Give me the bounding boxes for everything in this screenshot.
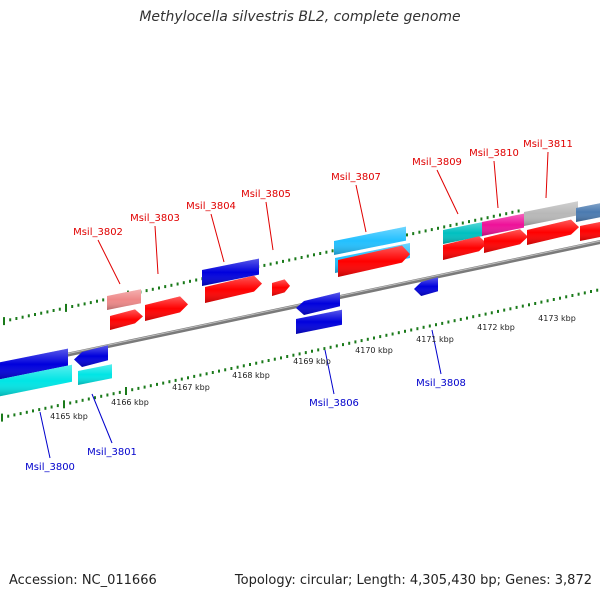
kbp-scale-label: 4173 kbp	[538, 314, 576, 323]
gene-label-msil_3806: Msil_3806	[309, 398, 359, 409]
gene-feature-shade	[205, 275, 262, 303]
gene-feature-shade	[414, 277, 438, 296]
gene-feature-shade	[296, 309, 342, 334]
gene-feature-shade	[107, 289, 141, 310]
gene-feature-shade	[443, 222, 483, 244]
gene-feature-shade	[202, 258, 259, 286]
gene-feature-shade	[484, 229, 528, 253]
genome-title: Methylocella silvestris BL2, complete ge…	[139, 9, 461, 25]
gene-label-msil_3801: Msil_3801	[87, 447, 137, 458]
gene-label-msil_3805: Msil_3805	[241, 189, 291, 200]
label-leader-line	[436, 169, 459, 215]
gene-feature-shade	[78, 364, 112, 385]
gene-label-msil_3804: Msil_3804	[186, 201, 236, 212]
gene-feature-shade	[443, 236, 487, 260]
label-leader-line	[91, 393, 113, 444]
gene-features	[0, 201, 600, 397]
gene-label-msil_3809: Msil_3809	[412, 157, 462, 168]
label-leaders	[39, 151, 549, 459]
gene-feature-shade	[524, 201, 578, 226]
genome-stats-text: Topology: circular; Length: 4,305,430 bp…	[234, 573, 592, 588]
kbp-scale-label: 4172 kbp	[477, 323, 515, 332]
label-leader-line	[210, 213, 225, 263]
gene-label-msil_3811: Msil_3811	[523, 139, 573, 150]
label-leader-line	[545, 151, 549, 199]
kbp-scale-label: 4165 kbp	[50, 412, 88, 421]
gene-labels: Msil_3800 Msil_3801 Msil_3802 Msil_3803 Msil…	[25, 139, 573, 473]
label-leader-line	[324, 349, 335, 395]
gene-feature-shade	[145, 296, 188, 321]
kbp-scale-label: 4166 kbp	[111, 398, 149, 407]
gene-label-msil_3808: Msil_3808	[416, 378, 466, 389]
label-leader-line	[154, 225, 159, 275]
gene-feature-shade	[0, 364, 72, 397]
kbp-scale-label: 4170 kbp	[355, 346, 393, 355]
kbp-scale-label: 4169 kbp	[293, 357, 331, 366]
gene-feature-shade	[110, 309, 143, 330]
gene-feature-shade	[0, 348, 68, 380]
gene-label-msil_3800: Msil_3800	[25, 462, 75, 473]
kbp-scale-labels: 4165 kbp 4166 kbp 4167 kbp 4168 kbp 4169 kbp…	[50, 314, 576, 421]
gene-feature-shade	[338, 245, 410, 277]
gene-label-msil_3810: Msil_3810	[469, 148, 519, 159]
label-leader-line	[265, 201, 274, 251]
label-leader-line	[493, 160, 499, 209]
gene-label-msil_3802: Msil_3802	[73, 227, 123, 238]
gene-feature-shade	[296, 292, 340, 315]
gene-label-msil_3803: Msil_3803	[130, 213, 180, 224]
gene-label-msil_3807: Msil_3807	[331, 172, 381, 183]
kbp-scale-label: 4168 kbp	[232, 371, 270, 380]
gene-feature-shade	[482, 213, 524, 236]
lower-dotted-scale	[1, 288, 599, 422]
gene-feature-shade	[527, 219, 579, 245]
gene-feature-shade	[74, 345, 108, 367]
gene-feature-shade	[576, 203, 600, 222]
gene-feature-shade	[580, 222, 600, 241]
gene-feature-shade	[334, 226, 406, 255]
kbp-scale-label: 4167 kbp	[172, 383, 210, 392]
accession-text: Accession: NC_011666	[9, 573, 157, 588]
label-leader-line	[39, 411, 51, 459]
gene-feature-shade	[272, 279, 290, 296]
label-leader-line	[431, 329, 442, 375]
kbp-scale-label: 4171 kbp	[416, 335, 454, 344]
label-leader-line	[355, 184, 367, 233]
label-leader-line	[97, 239, 121, 285]
